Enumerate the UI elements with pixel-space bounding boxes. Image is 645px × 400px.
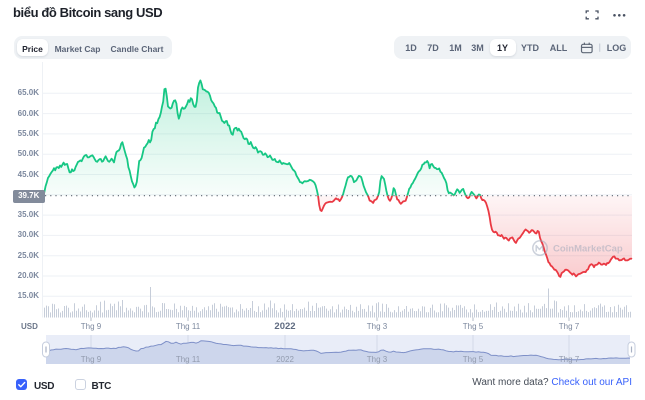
svg-text:CoinMarketCap: CoinMarketCap: [553, 244, 623, 255]
